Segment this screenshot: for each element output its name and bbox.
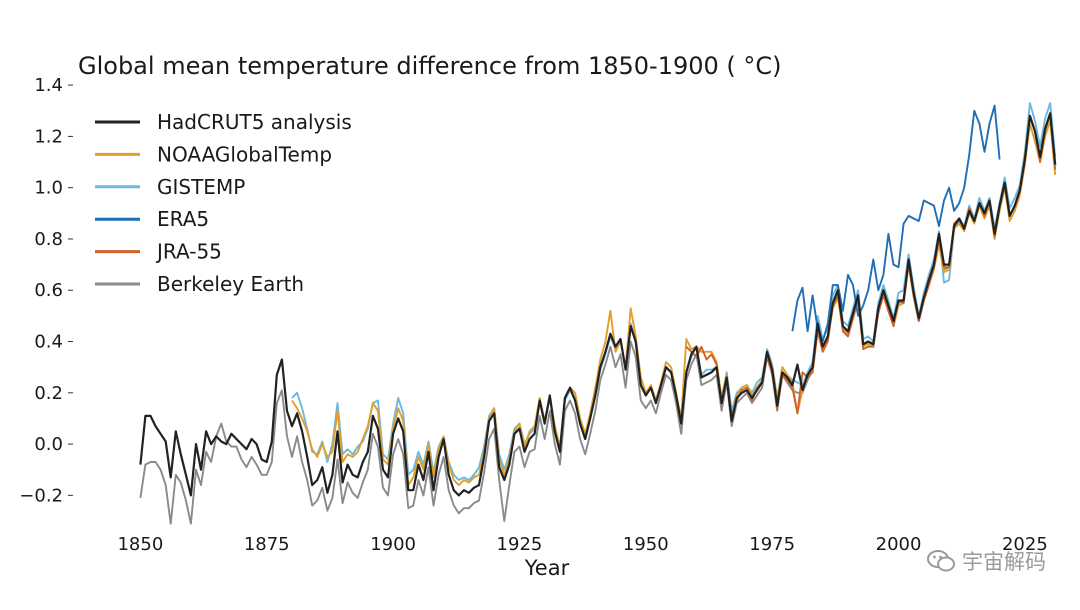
y-tick-label: 1.4 <box>34 75 63 96</box>
x-tick-label: 1900 <box>370 534 416 555</box>
x-tick-label: 1925 <box>497 534 543 555</box>
legend-label: Berkeley Earth <box>157 272 304 296</box>
y-tick-label: −0.2 <box>19 485 63 506</box>
x-tick-label: 1950 <box>623 534 669 555</box>
legend-label: JRA-55 <box>155 240 222 264</box>
y-tick-label: 0.4 <box>34 332 63 353</box>
chart-title: Global mean temperature difference from … <box>78 52 782 80</box>
x-axis: 1850 1875 1900 1925 1950 1975 2000 2025 <box>117 534 1047 555</box>
y-tick-label: 0.6 <box>34 280 63 301</box>
x-axis-label: Year <box>524 556 570 580</box>
legend-label: GISTEMP <box>157 175 245 199</box>
series-lines <box>139 102 1057 525</box>
x-tick-label: 1875 <box>244 534 290 555</box>
y-tick-label: 0.0 <box>34 434 63 455</box>
y-tick-label: 0.8 <box>34 229 63 250</box>
wechat-icon <box>927 550 955 572</box>
watermark: 宇宙解码 <box>926 546 1046 576</box>
watermark-text: 宇宙解码 <box>962 550 1046 574</box>
series-line-hadcrut5-analysis <box>139 112 1057 497</box>
legend-label: NOAAGlobalTemp <box>157 142 332 166</box>
series-line-noaaglobaltemp <box>291 120 1057 487</box>
y-tick-label: 1.2 <box>34 126 63 147</box>
x-tick-label: 2025 <box>1002 534 1048 555</box>
x-tick-label: 2000 <box>876 534 922 555</box>
legend: HadCRUT5 analysis NOAAGlobalTemp GISTEMP ER… <box>95 110 352 296</box>
series-line-era5 <box>791 104 1001 343</box>
x-tick-label: 1850 <box>117 534 163 555</box>
legend-label: HadCRUT5 analysis <box>157 110 352 134</box>
y-tick-label: 0.2 <box>34 383 63 404</box>
series-line-gistemp <box>291 102 1057 481</box>
legend-label: ERA5 <box>157 207 209 231</box>
y-tick-label: 1.0 <box>34 178 63 199</box>
y-axis: −0.2 0.0 0.2 0.4 0.6 0.8 1.0 1.2 1.4 <box>19 75 73 506</box>
x-tick-label: 1975 <box>749 534 795 555</box>
